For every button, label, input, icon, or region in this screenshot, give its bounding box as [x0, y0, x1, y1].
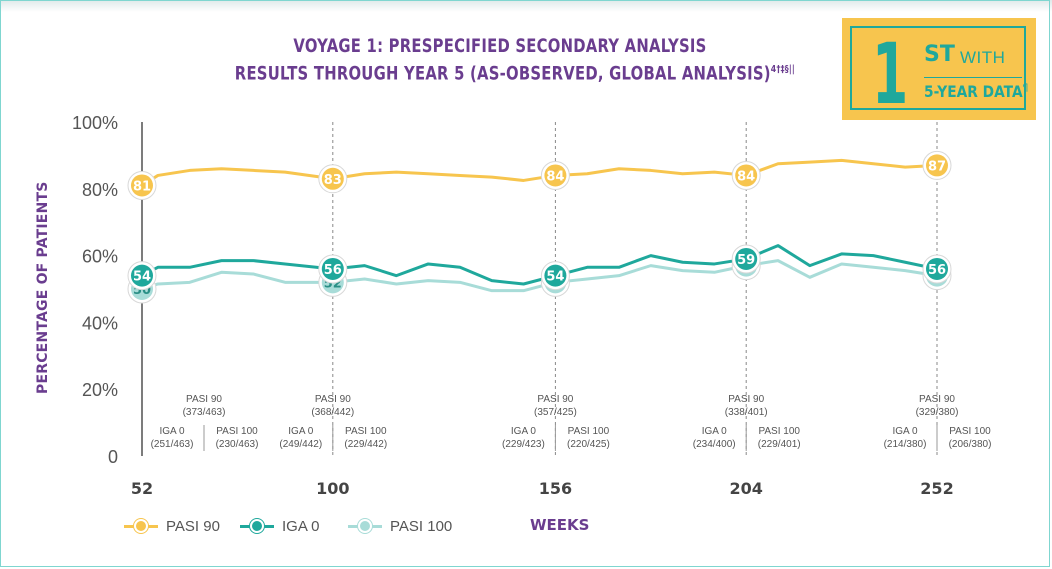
annotation-pasi90-label: PASI 90: [315, 394, 351, 405]
data-point-pasi-90: [926, 154, 948, 177]
chart-title-line-2-text: RESULTS THROUGH YEAR 5 (AS-OBSERVED, GLO…: [234, 62, 771, 85]
annotation-iga0-count: (214/380): [884, 439, 927, 450]
data-label-pasi-90: 81: [133, 179, 151, 194]
series-line-pasi-100: [141, 259, 938, 293]
annotation-iga0-label: IGA 0: [892, 426, 917, 437]
legend-marker-pasi-90: [124, 519, 158, 533]
chart-title-line-1: VOYAGE 1: PRESPECIFIED SECONDARY ANALYSI…: [293, 35, 707, 57]
x-tick-label: 204: [729, 479, 762, 498]
badge-ordinal: ST: [924, 42, 955, 67]
y-tick-label: 80%: [82, 180, 118, 200]
annotation-pasi90-label: PASI 90: [919, 394, 955, 405]
annotation-pasi90-count: (338/401): [725, 407, 768, 418]
badge-five-year-footnote: ¶: [1022, 82, 1029, 94]
data-label-pasi-90: 83: [324, 173, 342, 188]
data-label-iga-0: 54: [546, 270, 564, 285]
legend-item-pasi-90: PASI 90: [124, 516, 220, 536]
annotation-iga0-count: (249/442): [279, 439, 322, 450]
annotation-iga0-label: IGA 0: [159, 426, 184, 437]
data-point-iga-0: [321, 257, 344, 280]
x-tick-label: 252: [920, 479, 953, 498]
annotation-pasi100-label: PASI 100: [758, 426, 800, 437]
data-point-iga-0: [544, 264, 567, 287]
data-label-pasi-90: 84: [737, 169, 755, 184]
legend-marker-iga-0: [240, 519, 274, 533]
y-tick-label: 100%: [72, 113, 118, 133]
badge-five-year-data: 5-YEAR DATA¶: [924, 82, 1028, 101]
data-point-pasi-90: [321, 167, 344, 190]
x-tick-label: 100: [316, 479, 349, 498]
y-tick-label: 20%: [82, 380, 118, 400]
annotation-iga0-count: (234/400): [693, 439, 736, 450]
annotation-pasi90-count: (357/425): [534, 407, 577, 418]
annotation-pasi90-label: PASI 90: [186, 394, 222, 405]
badge-divider: [924, 77, 1022, 78]
badge-with: WITH: [960, 48, 1006, 67]
annotation-pasi100-count: (230/463): [216, 439, 259, 450]
annotation-iga0-label: IGA 0: [511, 426, 536, 437]
y-tick-label: 0: [108, 447, 118, 467]
annotation-iga0-count: (251/463): [151, 439, 194, 450]
data-label-iga-0: 59: [737, 253, 755, 268]
data-label-pasi-90: 84: [546, 169, 564, 184]
x-tick-label: 156: [539, 479, 572, 498]
annotation-iga0-label: IGA 0: [702, 426, 727, 437]
annotation-pasi100-label: PASI 100: [216, 426, 258, 437]
badge-five-year-text: 5-YEAR DATA: [924, 82, 1023, 101]
legend-marker-pasi-100: [348, 519, 382, 533]
data-label-iga-0: 56: [928, 263, 946, 278]
annotation-pasi100-count: (229/401): [758, 439, 801, 450]
first-with-5-year-data-badge: 1 ST WITH 5-YEAR DATA¶: [842, 18, 1036, 120]
annotation-pasi100-count: (220/425): [567, 439, 610, 450]
chart-title: VOYAGE 1: PRESPECIFIED SECONDARY ANALYSI…: [235, 34, 795, 85]
data-point-pasi-90: [131, 174, 153, 197]
annotation-pasi90-count: (373/463): [183, 407, 226, 418]
badge-number: 1: [872, 25, 909, 123]
data-point-iga-0: [131, 264, 153, 287]
annotation-iga0-label: IGA 0: [288, 426, 313, 437]
chart-title-footnotes: 4†‡§||: [770, 64, 796, 75]
data-point-iga-0: [926, 257, 948, 280]
top-shade: [0, 0, 1052, 12]
annotation-pasi90-label: PASI 90: [728, 394, 764, 405]
data-label-iga-0: 56: [324, 263, 342, 278]
annotation-pasi100-label: PASI 100: [949, 426, 991, 437]
legend-item-iga-0: IGA 0: [240, 516, 320, 536]
data-point-pasi-90: [544, 164, 567, 187]
legend-label-iga-0: IGA 0: [282, 517, 320, 535]
y-tick-label: 40%: [82, 313, 118, 333]
chart-title-line-2: RESULTS THROUGH YEAR 5 (AS-OBSERVED, GLO…: [235, 58, 795, 85]
data-label-iga-0: 54: [133, 270, 151, 285]
x-tick-label: 52: [131, 479, 153, 498]
data-point-iga-0: [735, 247, 758, 270]
data-point-pasi-90: [735, 164, 758, 187]
annotation-pasi90-label: PASI 90: [537, 394, 573, 405]
badge-border: 1 ST WITH 5-YEAR DATA¶: [850, 26, 1028, 116]
series-line-pasi-90: [141, 158, 938, 187]
x-axis-title: WEEKS: [530, 516, 590, 534]
annotation-pasi100-label: PASI 100: [568, 426, 610, 437]
legend-label-pasi-90: PASI 90: [166, 517, 220, 535]
annotation-pasi100-count: (229/442): [344, 439, 387, 450]
series-line-iga-0: [141, 244, 938, 286]
annotation-pasi90-count: (368/442): [311, 407, 354, 418]
annotation-pasi100-label: PASI 100: [345, 426, 387, 437]
annotation-pasi100-count: (206/380): [949, 439, 992, 450]
legend-label-pasi-100: PASI 100: [390, 517, 453, 535]
annotation-pasi90-count: (329/380): [916, 407, 959, 418]
annotation-iga0-count: (229/423): [502, 439, 545, 450]
data-label-pasi-90: 87: [928, 159, 946, 174]
legend-item-pasi-100: PASI 100: [348, 516, 452, 536]
y-tick-label: 60%: [82, 247, 118, 267]
